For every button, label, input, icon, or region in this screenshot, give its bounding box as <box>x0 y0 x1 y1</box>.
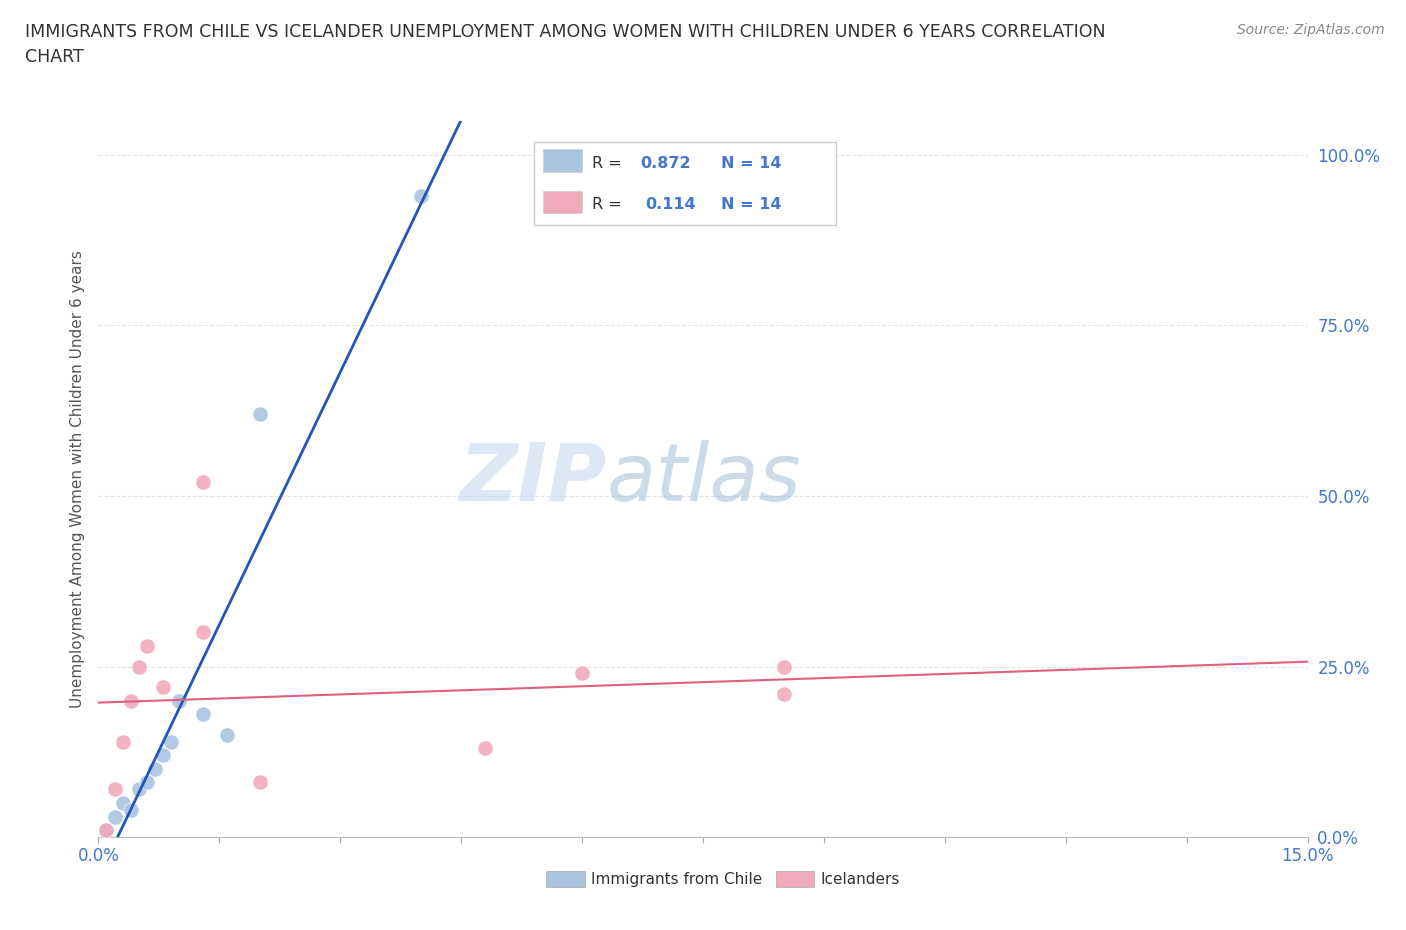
Point <box>193 475 215 490</box>
Y-axis label: Unemployment Among Women with Children Under 6 years: Unemployment Among Women with Children U… <box>69 250 84 708</box>
Text: ZIP: ZIP <box>458 440 606 518</box>
Point <box>193 707 215 722</box>
Point <box>249 775 271 790</box>
Point <box>103 809 125 824</box>
FancyBboxPatch shape <box>534 142 837 225</box>
Point <box>111 795 134 810</box>
Text: N = 14: N = 14 <box>721 197 782 212</box>
Text: CHART: CHART <box>25 48 84 66</box>
FancyBboxPatch shape <box>546 871 585 887</box>
FancyBboxPatch shape <box>776 871 814 887</box>
Point <box>160 734 183 749</box>
Point <box>152 748 174 763</box>
Text: 0.872: 0.872 <box>640 156 690 171</box>
Text: 0.114: 0.114 <box>645 197 696 212</box>
Point <box>135 639 157 654</box>
Text: R =: R = <box>592 156 627 171</box>
Point <box>135 775 157 790</box>
Point <box>143 762 166 777</box>
Text: IMMIGRANTS FROM CHILE VS ICELANDER UNEMPLOYMENT AMONG WOMEN WITH CHILDREN UNDER : IMMIGRANTS FROM CHILE VS ICELANDER UNEMP… <box>25 23 1107 41</box>
Point <box>128 782 150 797</box>
Point <box>120 803 142 817</box>
Text: R =: R = <box>592 197 631 212</box>
Point <box>96 823 118 838</box>
Point <box>474 741 496 756</box>
Point <box>772 686 794 701</box>
Text: Icelanders: Icelanders <box>820 871 900 886</box>
Point <box>193 625 215 640</box>
Text: Source: ZipAtlas.com: Source: ZipAtlas.com <box>1237 23 1385 37</box>
Point <box>103 782 125 797</box>
Point <box>120 693 142 708</box>
Point <box>249 406 271 421</box>
Point <box>167 693 190 708</box>
Text: Immigrants from Chile: Immigrants from Chile <box>591 871 762 886</box>
Text: N = 14: N = 14 <box>721 156 782 171</box>
Text: atlas: atlas <box>606 440 801 518</box>
Point <box>571 666 593 681</box>
FancyBboxPatch shape <box>543 150 582 172</box>
Point <box>772 659 794 674</box>
Point <box>409 189 432 204</box>
Point <box>111 734 134 749</box>
Point <box>217 727 239 742</box>
FancyBboxPatch shape <box>543 191 582 213</box>
Point <box>152 680 174 695</box>
Point <box>128 659 150 674</box>
Point <box>96 823 118 838</box>
